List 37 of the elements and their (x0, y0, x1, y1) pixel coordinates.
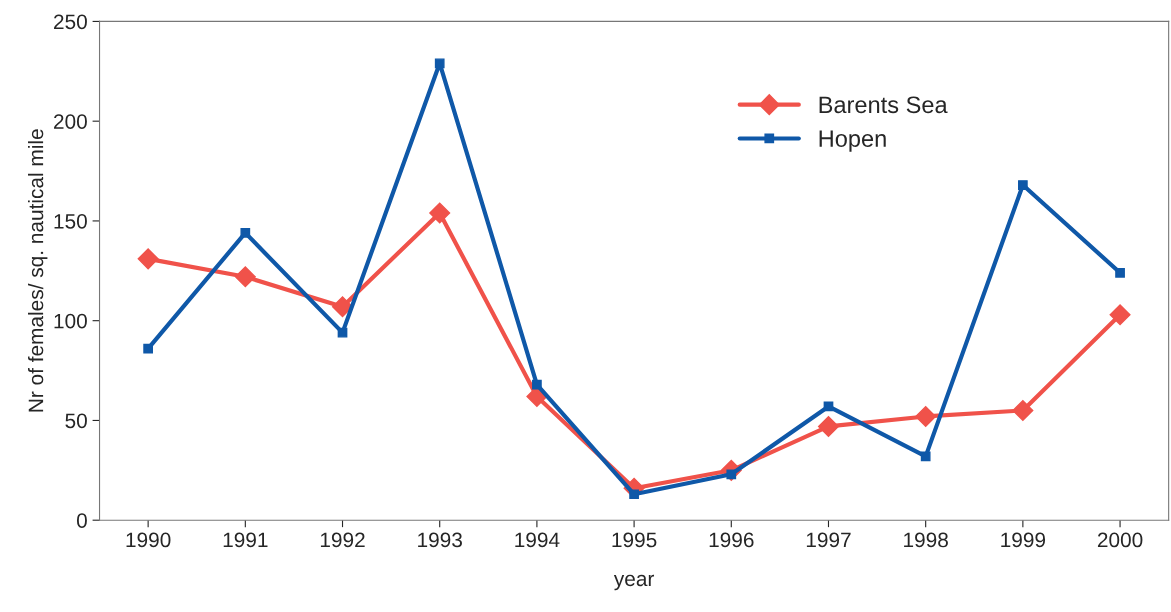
point (915, 405, 937, 427)
x-tick-label: 1992 (320, 532, 365, 548)
legend-label: Barents Sea (819, 96, 948, 114)
y-axis-title: Nr of females/ sq. nautical mile (28, 129, 48, 412)
point (143, 343, 153, 354)
x-tick-label: 1993 (418, 532, 462, 548)
point (240, 228, 251, 238)
point (429, 202, 451, 224)
x-axis-title: year (613, 574, 655, 591)
y-tick-label: 150 (54, 213, 87, 229)
y-tick-label: 100 (54, 313, 87, 329)
point (1018, 180, 1028, 190)
point (532, 379, 542, 390)
x-tick-label: 1999 (1001, 532, 1046, 548)
x-tick-label: 1990 (126, 532, 171, 548)
point (817, 415, 839, 437)
point (920, 451, 931, 462)
y-tick-label: 200 (54, 114, 87, 129)
x-tick-label: 2000 (1097, 532, 1143, 548)
point (337, 327, 348, 338)
point (1109, 304, 1131, 326)
point (234, 266, 256, 288)
x-tick-label: 1997 (806, 532, 851, 548)
point (137, 248, 159, 270)
point (1115, 267, 1125, 278)
x-tick-label: 1995 (612, 532, 657, 548)
point (629, 489, 639, 500)
x-tick-label: 1991 (223, 532, 268, 548)
x-tick-label: 1994 (515, 532, 560, 548)
legend-label: Hopen (819, 130, 886, 152)
point (434, 58, 445, 69)
y-tick-label: 250 (54, 14, 87, 30)
y-tick-label: 50 (65, 413, 87, 429)
y-tick-label: 0 (76, 513, 87, 528)
x-tick-label: 1998 (904, 532, 948, 548)
x-tick-label: 1996 (709, 532, 754, 548)
point (1012, 399, 1034, 421)
